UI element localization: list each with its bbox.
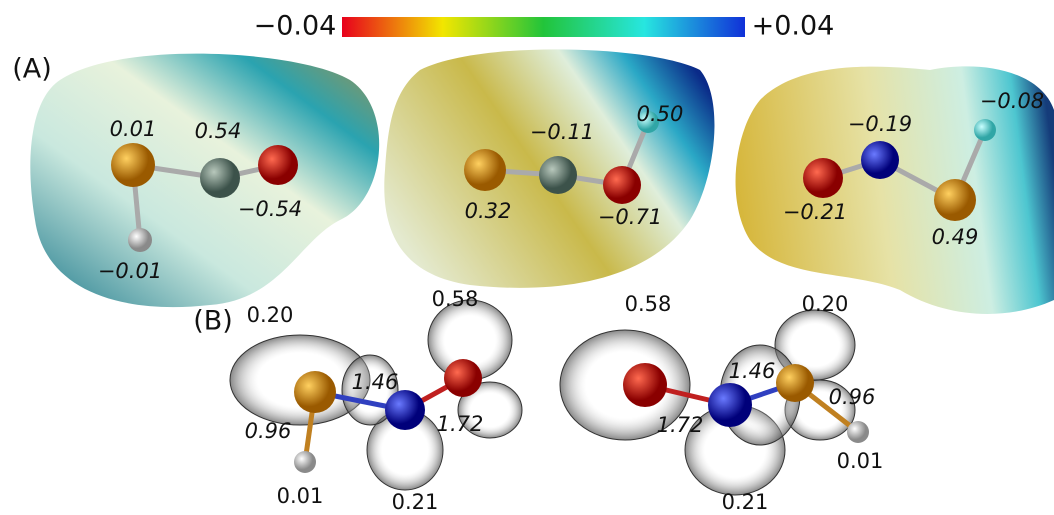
charge-label: −0.19 (848, 112, 912, 136)
charge-label: 0.58 (625, 292, 672, 316)
bond-label: 1.46 (729, 359, 776, 383)
charge-label: 0.21 (392, 490, 439, 514)
charge-label: 0.21 (722, 490, 769, 514)
charge-label: −0.71 (598, 205, 662, 229)
colorbar (342, 17, 745, 37)
charge-label: 0.50 (637, 102, 684, 126)
charge-label: −0.01 (98, 259, 162, 283)
charge-label: −0.21 (783, 200, 847, 224)
bond-label: 1.72 (437, 412, 484, 436)
bond-label: 0.96 (245, 419, 292, 443)
charge-label: 0.20 (802, 292, 849, 316)
bond-label: 0.96 (829, 385, 876, 409)
charge-label: 0.20 (247, 303, 294, 327)
charge-label: 0.54 (195, 119, 242, 143)
colorbar-min: −0.04 (254, 11, 337, 42)
figure: −0.04 +0.04 (A) (B) 0.01 0.54 −0.54 −0.01 −0… (0, 0, 1054, 515)
charge-label: −0.11 (530, 120, 594, 144)
charge-label: −0.08 (980, 89, 1044, 113)
charge-label: 0.01 (110, 117, 157, 141)
panel-label: (B) (193, 306, 233, 337)
charge-label: 0.32 (465, 199, 512, 223)
bond-label: 1.46 (352, 370, 399, 394)
colorbar-max: +0.04 (752, 11, 835, 42)
charge-label: 0.49 (932, 225, 979, 249)
charge-label: 0.58 (432, 287, 479, 311)
panel-label: (A) (12, 54, 52, 85)
bond-label: 1.72 (657, 413, 704, 437)
charge-label: 0.01 (837, 449, 884, 473)
charge-label: −0.54 (238, 197, 302, 221)
charge-label: 0.01 (277, 484, 324, 508)
